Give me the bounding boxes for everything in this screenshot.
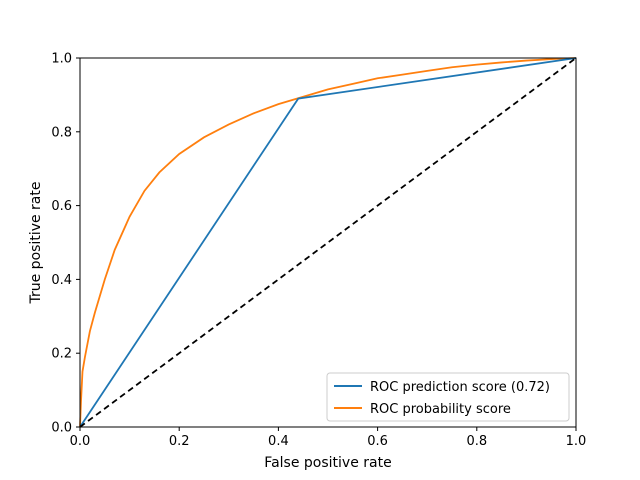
x-tick-label: 1.0 [566, 434, 587, 449]
x-axis-ticks: 0.0 0.2 0.4 0.6 0.8 1.0 [70, 427, 587, 449]
x-tick-label: 0.8 [466, 434, 487, 449]
legend-label-probability-score: ROC probability score [370, 402, 511, 417]
legend-box [326, 372, 570, 422]
plot-lines [79, 57, 577, 428]
y-axis-ticks: 0.0 0.2 0.4 0.6 0.8 1.0 [51, 52, 80, 436]
y-axis-label: True positive rate [28, 182, 44, 305]
x-tick-label: 0.0 [70, 434, 91, 449]
plot-frame [79, 57, 577, 428]
x-axis-label: False positive rate [264, 455, 391, 471]
y-tick-label: 0.0 [51, 421, 72, 436]
y-tick-label: 0.8 [51, 125, 72, 140]
x-tick-label: 0.2 [169, 434, 190, 449]
y-tick-label: 1.0 [51, 52, 72, 67]
y-tick-label: 0.2 [51, 347, 72, 362]
series-line-probability-score [79, 57, 577, 428]
diagonal-reference-line [79, 57, 577, 428]
legend-label-prediction-score: ROC prediction score (0.72) [370, 380, 550, 395]
y-tick-label: 0.4 [51, 273, 72, 288]
series-line-prediction-score [79, 57, 577, 428]
x-tick-label: 0.4 [268, 434, 289, 449]
y-tick-label: 0.6 [51, 199, 72, 214]
x-tick-label: 0.6 [367, 434, 388, 449]
legend: ROC prediction score (0.72) ROC probabil… [326, 372, 570, 422]
